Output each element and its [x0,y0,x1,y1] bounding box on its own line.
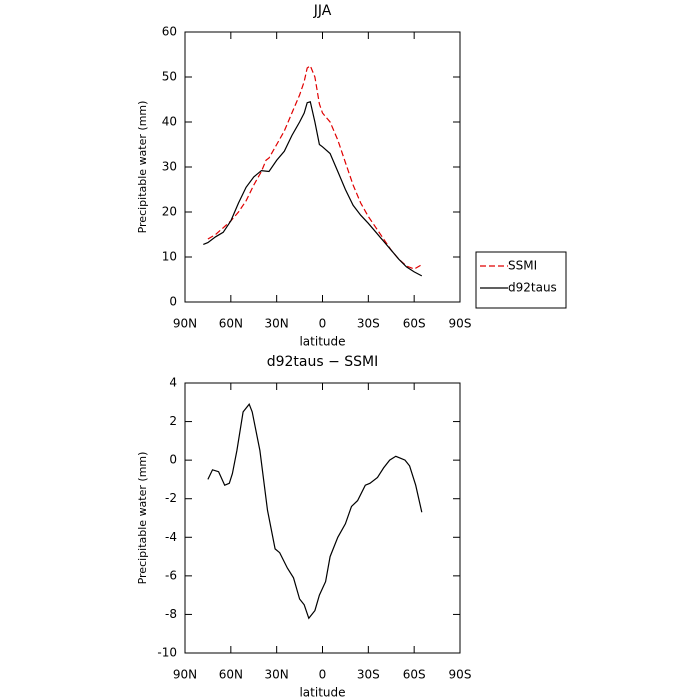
chart-title: d92taus − SSMI [267,354,379,370]
x-tick-label: 60N [219,317,243,331]
chart-title: JJA [313,3,332,19]
x-tick-label: 30N [265,668,289,682]
x-tick-label: 30N [265,317,289,331]
y-tick-label: 40 [162,115,177,129]
y-tick-label: 0 [169,453,177,467]
y-tick-label: 0 [169,295,177,309]
x-axis-label: latitude [299,335,345,349]
legend-label: SSMI [508,259,537,273]
data-line [207,64,423,270]
x-tick-label: 60S [403,317,426,331]
x-tick-label: 60S [403,668,426,682]
x-tick-label: 90N [173,668,197,682]
legend-label: d92taus [508,281,557,295]
y-axis-label: Precipitable water (mm) [136,452,149,585]
plot-frame [184,31,461,303]
y-tick-label: -2 [165,491,177,505]
y-tick-label: 10 [162,250,177,264]
y-tick-label: -6 [165,568,177,582]
x-tick-label: 30S [357,668,380,682]
legend-box [475,251,567,309]
data-line [207,403,423,620]
x-tick-label: 0 [319,668,327,682]
y-axis-label: Precipitable water (mm) [136,101,149,234]
y-tick-label: -8 [165,607,177,621]
y-tick-label: 20 [162,205,177,219]
x-tick-label: 90N [173,317,197,331]
y-tick-label: 60 [162,25,177,39]
data-line [203,101,423,277]
x-tick-label: 90S [449,668,472,682]
x-tick-label: 30S [357,317,380,331]
x-axis-label: latitude [299,686,345,700]
y-tick-label: 4 [169,376,177,390]
plot-frame [184,382,461,654]
y-tick-label: 50 [162,70,177,84]
x-tick-label: 90S [449,317,472,331]
y-tick-label: -10 [157,646,177,660]
x-tick-label: 60N [219,668,243,682]
y-tick-label: -4 [165,530,177,544]
x-tick-label: 0 [319,317,327,331]
y-tick-label: 30 [162,160,177,174]
y-tick-label: 2 [169,414,177,428]
